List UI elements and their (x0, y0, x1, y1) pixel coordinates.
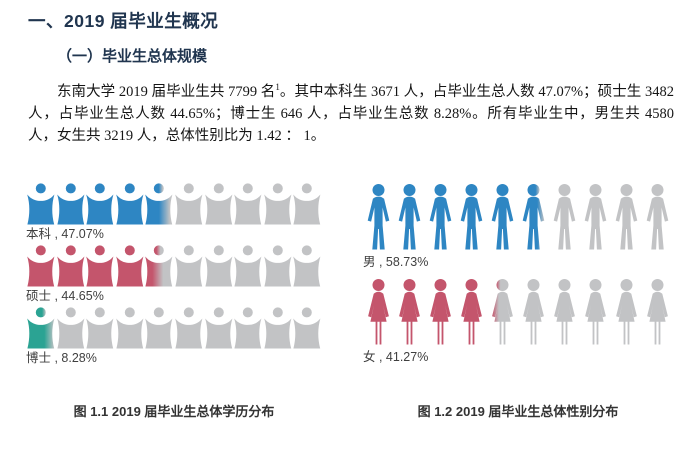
female-icon (399, 279, 420, 345)
person-icon (27, 183, 55, 225)
pictograph-row: 博士 , 8.28% (26, 307, 322, 366)
female-icon (647, 279, 668, 345)
female-icon (492, 279, 513, 345)
person-icon (204, 183, 232, 225)
male-icon (615, 184, 638, 250)
person-icon (175, 307, 203, 349)
person-icon (293, 245, 321, 287)
figure-caption-1: 图 1.1 2019 届毕业生总体学历分布 (73, 404, 275, 419)
person-icon (115, 183, 144, 225)
male-icon (491, 184, 514, 250)
paragraph-text-after-footnote: 。其中本科生 3671 人，占毕业生总人数 47.07%；硕士生 3482 人，… (28, 84, 675, 144)
person-icon (27, 307, 55, 349)
pictograph-row: 女 , 41.27% (363, 278, 673, 365)
female-icon (523, 279, 544, 345)
series-label: 硕士 , 44.65% (26, 289, 104, 303)
subsection-heading: （一）毕业生总体规模 (57, 48, 208, 65)
person-icon (56, 183, 84, 225)
person-icon (115, 245, 144, 287)
male-icon (398, 184, 421, 250)
male-icon (460, 184, 483, 250)
person-icon (234, 245, 262, 287)
person-icon (204, 307, 232, 349)
person-icon (145, 245, 173, 287)
person-icon (175, 183, 203, 225)
male-icon (522, 184, 545, 250)
male-icon (429, 184, 452, 250)
pictograph-row: 硕士 , 44.65% (26, 245, 322, 304)
male-icon (553, 184, 576, 250)
icon-row (26, 307, 322, 349)
person-icon (86, 307, 114, 349)
pictograph-row: 男 , 58.73% (363, 183, 673, 270)
icon-row (26, 183, 322, 225)
figure-caption-2: 图 1.2 2019 届毕业生总体性别分布 (417, 404, 619, 419)
male-icon (367, 184, 390, 250)
person-icon (204, 245, 232, 287)
female-icon (554, 279, 575, 345)
person-icon (263, 183, 292, 225)
series-label: 本科 , 47.07% (26, 227, 104, 241)
female-icon (368, 279, 389, 345)
degree-chart-rows: 本科 , 47.07% 硕士 , 44.65% 博士 , 8.28% (26, 183, 322, 366)
person-icon (175, 245, 203, 287)
person-icon (234, 183, 262, 225)
person-icon (56, 245, 84, 287)
person-icon (234, 307, 262, 349)
female-icon (616, 279, 637, 345)
gender-chart-rows: 男 , 58.73% 女 , 41.27% (363, 183, 673, 365)
person-icon (145, 307, 173, 349)
female-icon (585, 279, 606, 345)
gender-distribution-chart: 男 , 58.73% 女 , 41.27% 图 1.2 2019 届毕业生总体性别… (363, 183, 673, 433)
person-icon (263, 307, 292, 349)
male-icon (646, 184, 669, 250)
male-icon (584, 184, 607, 250)
footnote-marker: 1 (275, 82, 280, 93)
section-heading: 一、2019 届毕业生概况 (28, 11, 219, 31)
icon-row (363, 278, 673, 346)
series-label: 博士 , 8.28% (26, 351, 97, 365)
series-label: 女 , 41.27% (363, 350, 429, 364)
pictograph-row: 本科 , 47.07% (26, 183, 322, 242)
person-icon (56, 307, 84, 349)
person-icon (86, 183, 114, 225)
person-icon (27, 245, 55, 287)
person-icon (115, 307, 144, 349)
degree-distribution-chart: 本科 , 47.07% 硕士 , 44.65% 博士 , 8.28% 图 1.1 2… (26, 183, 322, 433)
person-icon (293, 183, 321, 225)
series-label: 男 , 58.73% (363, 255, 429, 269)
female-icon (430, 279, 451, 345)
person-icon (263, 245, 292, 287)
icon-row (26, 245, 322, 287)
person-icon (145, 183, 173, 225)
person-icon (293, 307, 321, 349)
person-icon (86, 245, 114, 287)
female-icon (461, 279, 482, 345)
icon-row (363, 183, 673, 251)
paragraph-text-before-footnote: 东南大学 2019 届毕业生共 7799 名 (57, 84, 276, 100)
body-paragraph: 东南大学 2019 届毕业生共 7799 名1。其中本科生 3671 人，占毕业… (28, 81, 674, 147)
